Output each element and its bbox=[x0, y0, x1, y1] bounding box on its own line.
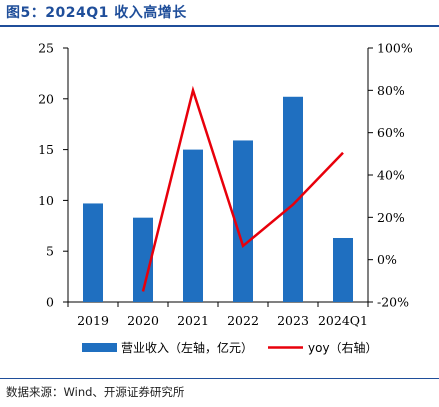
left-tick-label: 20 bbox=[38, 91, 54, 106]
x-tick-label: 2019 bbox=[77, 313, 109, 328]
right-tick-label: 80% bbox=[377, 83, 405, 98]
left-tick-label: 10 bbox=[38, 193, 54, 208]
right-tick-label: 100% bbox=[377, 41, 413, 56]
legend-line-label: yoy（右轴） bbox=[308, 340, 378, 355]
bar bbox=[183, 149, 203, 302]
chart-title: 图5：2024Q1 收入高增长 bbox=[6, 5, 187, 21]
yoy-line bbox=[141, 85, 344, 292]
revenue-yoy-chart: 0 5 10 15 20 25 -20% 0% 20% 40% 60% 80% 100% 2019 2020… bbox=[38, 41, 413, 356]
x-tick-label: 2020 bbox=[127, 313, 159, 328]
bar bbox=[333, 237, 353, 302]
left-tick-label: 0 bbox=[46, 295, 54, 310]
x-tick-label: 2023 bbox=[277, 313, 309, 328]
left-tick-label: 5 bbox=[46, 244, 54, 259]
right-tick-label: 20% bbox=[377, 210, 405, 225]
x-tick-label: 2022 bbox=[227, 313, 259, 328]
right-tick-label: 40% bbox=[377, 168, 405, 183]
x-tick-label: 2024Q1 bbox=[318, 313, 368, 328]
right-tick-label: -20% bbox=[377, 295, 409, 310]
bar bbox=[133, 217, 153, 302]
left-tick-label: 25 bbox=[38, 41, 54, 56]
bar bbox=[283, 96, 303, 302]
legend-bar-swatch bbox=[82, 343, 117, 352]
right-tick-label: 0% bbox=[377, 252, 397, 267]
bar bbox=[83, 203, 103, 302]
data-source: 数据来源：Wind、开源证券研究所 bbox=[6, 385, 185, 399]
x-tick-label: 2021 bbox=[177, 313, 209, 328]
bar bbox=[233, 140, 253, 302]
footer-rule bbox=[0, 378, 439, 379]
legend-bar-label: 营业收入（左轴，亿元） bbox=[121, 340, 253, 355]
right-tick-label: 60% bbox=[377, 125, 405, 140]
left-tick-label: 15 bbox=[38, 142, 54, 157]
title-underline bbox=[0, 25, 439, 27]
